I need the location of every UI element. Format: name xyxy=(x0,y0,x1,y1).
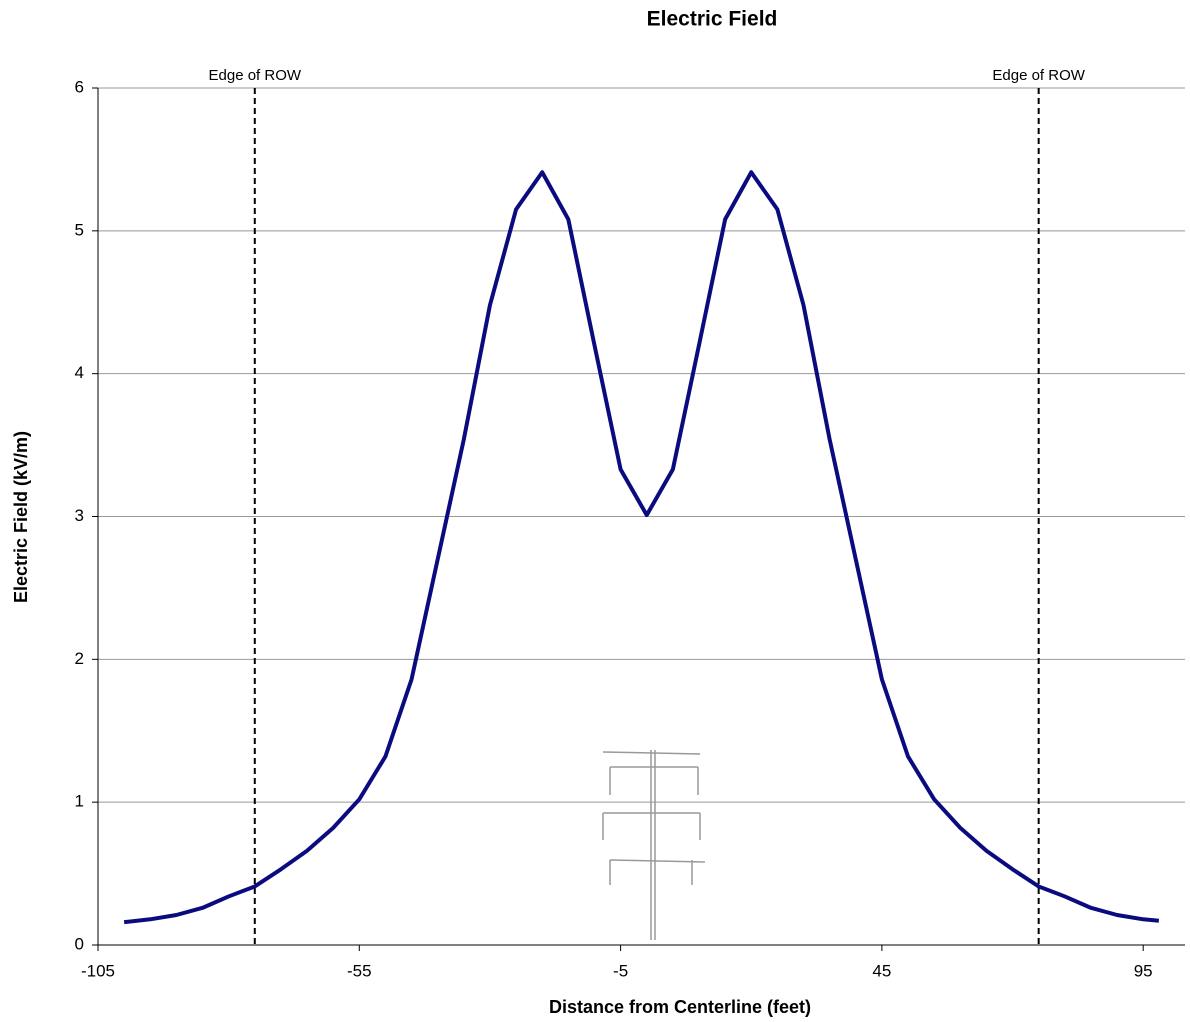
x-tick-label: 45 xyxy=(872,961,891,980)
x-tick-label: -55 xyxy=(347,961,372,980)
y-tick-label: 5 xyxy=(75,220,84,239)
x-tick-label: -105 xyxy=(81,961,115,980)
y-tick-label: 2 xyxy=(75,649,84,668)
chart-title: Electric Field xyxy=(647,8,778,31)
y-axis-label: Electric Field (kV/m) xyxy=(11,431,31,603)
y-tick-label: 6 xyxy=(75,77,84,96)
y-tick-label: 0 xyxy=(75,934,84,953)
annotation: Edge of ROW xyxy=(209,67,302,84)
y-tick-label: 1 xyxy=(75,792,84,811)
x-axis-label: Distance from Centerline (feet) xyxy=(549,997,811,1017)
tower-drawing xyxy=(602,750,706,940)
x-tick-label: -5 xyxy=(613,961,628,980)
x-tick-label: 95 xyxy=(1134,961,1153,980)
y-tick-label: 4 xyxy=(75,363,84,382)
line-series xyxy=(123,170,1160,925)
y-tick-label: 3 xyxy=(75,506,84,525)
annotation: Edge of ROW xyxy=(992,67,1085,84)
